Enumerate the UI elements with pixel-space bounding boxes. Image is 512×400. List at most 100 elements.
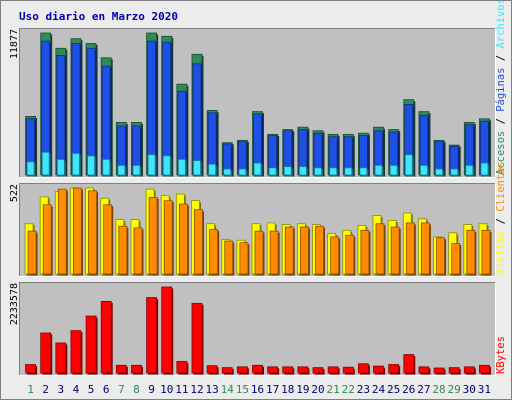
legend: Visitas / Clientes [495, 161, 507, 275]
bar-clientes-day-4 [73, 187, 82, 275]
chart-title: Uso diario en Marzo 2020 [19, 10, 178, 23]
day-label-29: 29 [448, 383, 461, 396]
day-label-10: 10 [160, 383, 173, 396]
bar-archivos-day-1 [26, 161, 35, 176]
day-label-8: 8 [133, 383, 140, 396]
bar-clientes-day-30 [466, 229, 476, 275]
bar-kbytes-day-27 [418, 366, 430, 374]
legend-clientes: Clientes [495, 161, 507, 212]
bar-kbytes-day-5 [85, 315, 97, 374]
bar-clientes-day-1 [27, 230, 37, 275]
bar-clientes-day-16 [254, 230, 264, 275]
bar-archivos-day-29 [450, 168, 459, 176]
bar-clientes-day-27 [421, 222, 430, 275]
bar-kbytes-day-19 [297, 366, 309, 374]
legend-kbytes: KBytes [495, 336, 507, 374]
legend-paginas: Páginas [495, 68, 507, 112]
bar-kbytes-day-10 [161, 286, 173, 374]
legend-separator: / [495, 212, 507, 231]
day-label-27: 27 [417, 383, 430, 396]
bar-kbytes-day-25 [388, 364, 400, 374]
y-axis-labels: 11877 522 2233578 [9, 29, 20, 325]
day-label-12: 12 [190, 383, 203, 396]
bar-clientes-day-3 [57, 188, 67, 275]
bar-archivos-day-22 [344, 167, 353, 176]
bar-archivos-day-8 [132, 165, 141, 176]
bar-archivos-day-6 [102, 159, 111, 176]
bar-clientes-day-29 [451, 243, 461, 275]
bar-archivos-day-4 [72, 153, 80, 176]
bar-kbytes-day-13 [206, 365, 218, 374]
day-label-24: 24 [372, 383, 386, 396]
day-label-15: 15 [236, 383, 249, 396]
day-label-5: 5 [88, 383, 95, 396]
bar-archivos-day-14 [223, 168, 232, 176]
bar-kbytes-day-3 [55, 342, 67, 374]
bar-kbytes-day-11 [176, 361, 188, 374]
bar-paginas-day-6 [101, 65, 111, 176]
day-label-28: 28 [432, 383, 445, 396]
bar-clientes-day-18 [284, 226, 294, 275]
bar-archivos-day-3 [56, 159, 65, 176]
bar-clientes-day-2 [42, 204, 52, 275]
bar-kbytes-day-21 [327, 366, 339, 374]
chart-panels [19, 28, 496, 376]
bar-kbytes-day-24 [373, 365, 384, 374]
bar-kbytes-day-20 [312, 367, 324, 374]
bar-clientes-day-19 [299, 226, 309, 275]
bar-clientes-day-12 [194, 209, 203, 275]
day-label-26: 26 [402, 383, 415, 396]
day-label-25: 25 [387, 383, 400, 396]
bar-paginas-day-12 [192, 63, 202, 176]
bar-clientes-day-25 [390, 226, 400, 275]
y-max-label: 2233578 [9, 283, 20, 325]
bar-kbytes-day-12 [191, 302, 203, 374]
y-max-label: 522 [9, 184, 20, 202]
bar-kbytes-day-26 [403, 354, 415, 374]
bar-archivos-day-23 [359, 167, 368, 176]
bar-clientes-day-13 [209, 229, 219, 275]
bar-archivos-day-13 [208, 163, 217, 176]
bar-clientes-day-17 [269, 230, 279, 275]
bar-kbytes-day-14 [221, 367, 233, 374]
bar-archivos-day-16 [253, 162, 262, 176]
bar-archivos-day-30 [465, 165, 474, 176]
bar-kbytes-day-23 [358, 363, 369, 374]
day-labels: 1 2 3 4 5 6 7 8 9 10 11 12 13 14 15 16 17 18 19 20 21 22 23 24 2… [27, 383, 491, 396]
day-label-11: 11 [175, 383, 188, 396]
bar-paginas-day-10 [162, 41, 172, 176]
bar-kbytes-day-22 [342, 366, 354, 374]
bar-archivos-day-11 [177, 159, 186, 176]
bar-kbytes-day-29 [448, 367, 460, 374]
legend: KBytes [495, 336, 507, 374]
bar-kbytes-day-17 [267, 366, 279, 374]
bar-clientes-day-24 [375, 223, 385, 275]
bar-archivos-day-20 [314, 167, 322, 176]
bar-clientes-day-23 [360, 229, 370, 275]
bar-clientes-day-31 [481, 229, 491, 275]
bar-kbytes-day-2 [40, 332, 52, 374]
y-max-label: 11877 [9, 29, 20, 59]
day-label-23: 23 [357, 383, 370, 396]
bar-archivos-day-2 [41, 151, 50, 176]
bar-kbytes-day-9 [146, 297, 157, 374]
bar-clientes-day-21 [330, 236, 340, 275]
legend-archivos: Archivos [495, 0, 507, 49]
bar-kbytes-day-6 [100, 300, 112, 374]
bar-archivos-day-25 [389, 165, 398, 176]
bar-clientes-day-8 [133, 227, 143, 275]
bar-kbytes-day-8 [131, 364, 142, 374]
bar-clientes-day-14 [224, 240, 234, 275]
bar-kbytes-day-1 [25, 364, 36, 374]
day-label-2: 2 [42, 383, 49, 396]
bar-kbytes-day-16 [252, 364, 263, 374]
day-label-3: 3 [58, 383, 65, 396]
bar-archivos-day-18 [283, 166, 292, 176]
bar-kbytes-day-18 [282, 366, 294, 374]
bar-archivos-day-7 [117, 165, 126, 176]
bar-clientes-day-22 [345, 234, 355, 275]
bar-archivos-day-17 [268, 167, 277, 176]
bar-kbytes-day-15 [236, 366, 248, 374]
